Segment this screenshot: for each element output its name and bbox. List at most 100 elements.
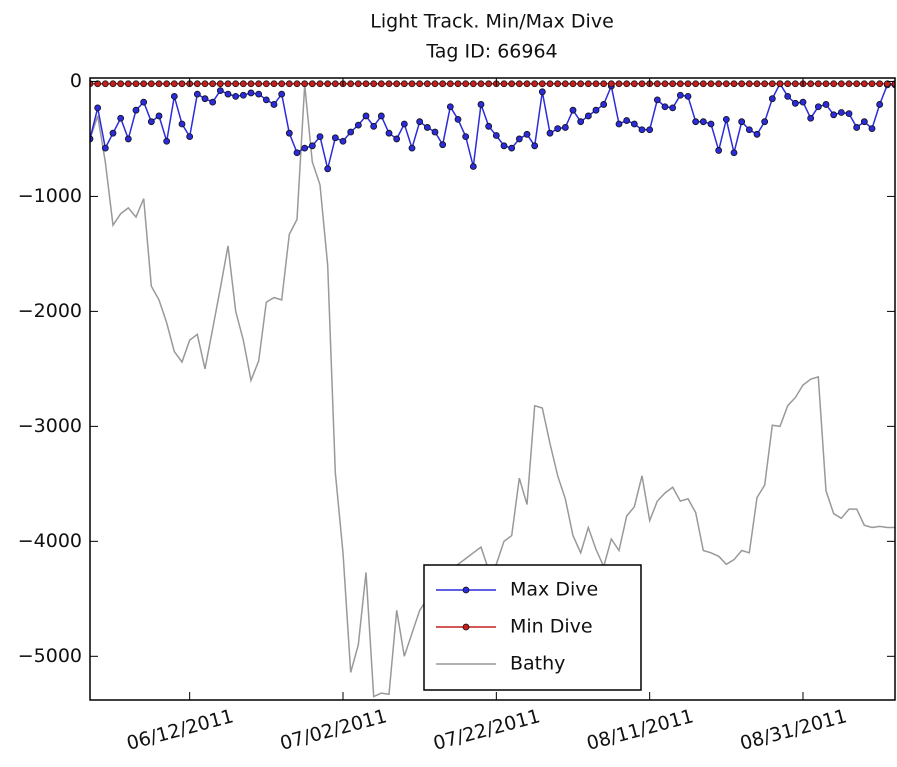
data-point <box>623 80 631 88</box>
data-point <box>462 133 470 141</box>
data-point <box>408 80 416 88</box>
data-point <box>477 101 485 108</box>
data-point <box>669 80 677 88</box>
data-point <box>868 80 876 88</box>
data-point <box>117 80 125 88</box>
data-point <box>132 106 140 114</box>
data-point <box>224 80 232 88</box>
data-point <box>554 80 562 88</box>
data-point <box>247 80 255 88</box>
data-point <box>699 80 707 88</box>
data-point <box>669 104 677 112</box>
data-point <box>354 121 362 129</box>
data-point <box>224 90 232 98</box>
data-point <box>837 109 845 116</box>
data-point <box>232 92 240 100</box>
data-point <box>569 80 577 88</box>
data-point <box>370 80 378 88</box>
series-line <box>90 82 895 169</box>
data-point <box>845 80 853 88</box>
data-point <box>883 80 891 88</box>
data-point <box>124 135 132 143</box>
data-point <box>201 95 209 103</box>
data-point <box>262 80 270 88</box>
legend-label: Min Dive <box>510 616 593 638</box>
data-point <box>768 95 776 103</box>
data-point <box>508 144 516 152</box>
data-point <box>301 144 309 152</box>
data-point <box>385 129 393 137</box>
data-point <box>209 80 217 88</box>
data-point <box>692 118 700 126</box>
data-point <box>477 80 485 88</box>
data-point <box>814 80 822 88</box>
data-point <box>577 118 585 126</box>
data-point <box>400 120 408 128</box>
data-point <box>132 80 140 88</box>
data-point <box>722 80 730 88</box>
data-point <box>193 80 201 88</box>
legend-marker <box>462 623 470 631</box>
data-point <box>416 80 424 88</box>
data-point <box>239 80 247 88</box>
data-point <box>94 80 102 88</box>
data-point <box>807 80 815 88</box>
data-point <box>469 163 477 170</box>
x-tick-label: 06/12/2011 <box>124 705 235 755</box>
data-point <box>738 80 746 88</box>
data-point <box>485 122 493 130</box>
data-point <box>761 80 769 88</box>
data-point <box>623 117 631 124</box>
data-point <box>638 80 646 88</box>
data-point <box>837 80 845 88</box>
legend-marker <box>462 586 470 594</box>
data-point <box>646 126 654 134</box>
data-point <box>193 90 201 98</box>
data-point <box>324 165 332 173</box>
data-point <box>147 118 155 126</box>
data-point <box>423 124 431 131</box>
data-point <box>109 80 117 88</box>
data-point <box>722 115 730 123</box>
data-point <box>630 80 638 88</box>
data-point <box>377 112 385 120</box>
data-point <box>209 98 217 106</box>
data-point <box>324 80 332 88</box>
data-point <box>500 80 508 88</box>
data-point <box>561 124 569 131</box>
data-point <box>830 80 838 88</box>
data-point <box>239 91 247 99</box>
data-point <box>454 80 462 88</box>
data-point <box>255 90 263 98</box>
data-point <box>661 80 669 88</box>
data-point <box>492 132 500 139</box>
data-point <box>117 114 125 122</box>
y-tick-label: 0 <box>70 70 82 92</box>
data-point <box>600 80 608 88</box>
data-point <box>676 80 684 88</box>
data-point <box>178 120 186 128</box>
data-point <box>339 137 347 145</box>
data-point <box>439 141 447 149</box>
data-point <box>485 80 493 88</box>
y-tick-label: −4000 <box>18 530 82 552</box>
data-point <box>561 80 569 88</box>
data-point <box>201 80 209 88</box>
data-point <box>362 80 370 88</box>
x-tick-label: 08/31/2011 <box>738 705 849 755</box>
data-point <box>577 80 585 88</box>
data-point <box>707 80 715 88</box>
data-point <box>592 80 600 88</box>
data-point <box>140 80 148 88</box>
data-point <box>101 144 109 152</box>
data-point <box>845 110 853 118</box>
data-point <box>738 118 746 126</box>
data-point <box>285 80 293 88</box>
data-point <box>331 80 339 88</box>
data-point <box>262 96 270 104</box>
data-point <box>830 111 838 119</box>
data-point <box>715 80 723 88</box>
data-point <box>316 80 324 88</box>
data-point <box>178 80 186 88</box>
data-point <box>730 149 738 157</box>
